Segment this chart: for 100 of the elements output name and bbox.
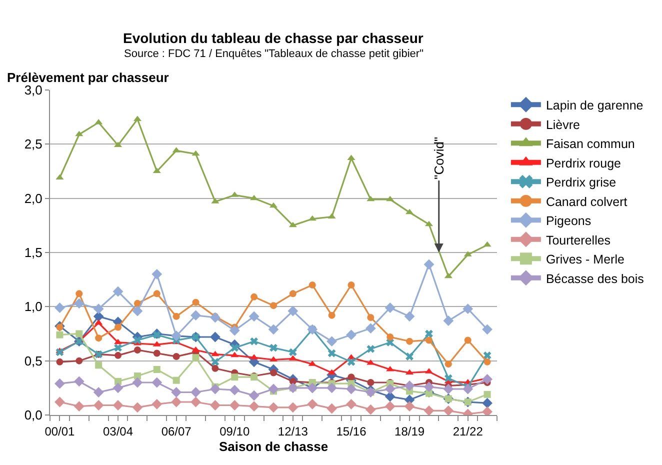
point bbox=[384, 391, 396, 402]
point bbox=[172, 353, 180, 360]
point bbox=[114, 324, 122, 331]
point bbox=[289, 290, 296, 298]
point bbox=[152, 398, 162, 410]
legend-label: Bécasse des bois bbox=[546, 272, 644, 286]
x-tick-label: 03/04 bbox=[103, 424, 134, 438]
point bbox=[134, 336, 142, 344]
point bbox=[443, 405, 454, 415]
point bbox=[348, 282, 355, 288]
y-tick-label: 2,5 bbox=[24, 136, 42, 152]
point bbox=[444, 374, 452, 382]
point bbox=[384, 401, 396, 412]
point bbox=[230, 344, 239, 352]
y-tick-label: 0,5 bbox=[24, 353, 42, 368]
point bbox=[76, 330, 83, 338]
point bbox=[190, 387, 201, 398]
point bbox=[346, 398, 356, 410]
point bbox=[190, 396, 201, 408]
point bbox=[367, 314, 374, 321]
point bbox=[328, 312, 336, 319]
x-tick-label: 18/19 bbox=[394, 424, 425, 438]
point bbox=[386, 334, 394, 340]
point bbox=[483, 241, 492, 247]
legend-label: Perdrix grise bbox=[546, 176, 616, 190]
point bbox=[210, 332, 220, 342]
point bbox=[444, 272, 452, 278]
y-axis-title: Prélèvement par chasseur bbox=[7, 70, 169, 85]
point bbox=[288, 348, 297, 356]
chart-title: Evolution du tableau de chasse par chasseur bbox=[123, 30, 424, 46]
point bbox=[425, 390, 432, 397]
annotation: "Covid" bbox=[431, 136, 446, 180]
x-tick-label: 15/16 bbox=[336, 424, 367, 438]
point bbox=[74, 376, 84, 387]
point bbox=[366, 344, 375, 353]
point bbox=[308, 282, 316, 288]
y-tick-label: 3,0 bbox=[24, 82, 42, 98]
point bbox=[270, 302, 277, 310]
point bbox=[425, 330, 433, 338]
point bbox=[406, 352, 414, 360]
point bbox=[212, 364, 219, 372]
point bbox=[366, 196, 375, 202]
point bbox=[443, 384, 454, 394]
point bbox=[348, 374, 355, 381]
point bbox=[211, 358, 220, 366]
x-axis-title: Saison de chasse bbox=[218, 439, 328, 454]
legend-label: Tourterelles bbox=[546, 233, 611, 248]
point bbox=[483, 351, 492, 360]
point bbox=[424, 382, 434, 392]
point bbox=[365, 404, 376, 415]
point bbox=[210, 312, 220, 323]
point bbox=[347, 358, 356, 366]
y-tick-label: 1,0 bbox=[24, 299, 42, 314]
point bbox=[404, 401, 415, 412]
point bbox=[54, 378, 65, 389]
point bbox=[248, 401, 260, 412]
point bbox=[171, 387, 182, 398]
point bbox=[231, 374, 238, 381]
point bbox=[270, 344, 278, 352]
y-tick-label: 2,0 bbox=[24, 190, 42, 206]
point bbox=[384, 302, 396, 313]
point bbox=[443, 316, 454, 326]
point bbox=[153, 366, 160, 373]
point bbox=[424, 405, 434, 415]
point bbox=[112, 286, 124, 297]
point bbox=[56, 331, 64, 338]
point bbox=[248, 311, 260, 322]
point bbox=[93, 400, 104, 410]
x-tick-label: 09/10 bbox=[220, 424, 250, 438]
legend-label: Lapin de garenne bbox=[546, 98, 644, 112]
point bbox=[444, 360, 452, 368]
point bbox=[482, 406, 492, 415]
x-tick-label: 21/22 bbox=[452, 424, 484, 438]
point bbox=[153, 350, 160, 357]
point bbox=[152, 377, 162, 388]
point bbox=[482, 374, 492, 384]
point bbox=[93, 387, 104, 398]
point bbox=[365, 323, 376, 334]
point bbox=[74, 298, 84, 309]
point bbox=[152, 268, 162, 280]
point bbox=[74, 401, 84, 412]
point bbox=[404, 311, 415, 322]
point bbox=[268, 384, 279, 394]
y-tick-label: 1,5 bbox=[24, 245, 42, 260]
point bbox=[172, 376, 180, 384]
point bbox=[210, 400, 220, 410]
point bbox=[464, 336, 472, 344]
legend-label: Perdrix rouge bbox=[546, 156, 622, 170]
point bbox=[462, 304, 474, 314]
point bbox=[326, 382, 337, 394]
point bbox=[308, 215, 316, 221]
point bbox=[132, 377, 143, 388]
point bbox=[112, 382, 124, 394]
point bbox=[268, 402, 279, 413]
point bbox=[134, 346, 141, 354]
point bbox=[56, 324, 64, 331]
point bbox=[95, 334, 102, 342]
point bbox=[346, 384, 356, 394]
point bbox=[192, 150, 200, 156]
point bbox=[229, 384, 240, 396]
